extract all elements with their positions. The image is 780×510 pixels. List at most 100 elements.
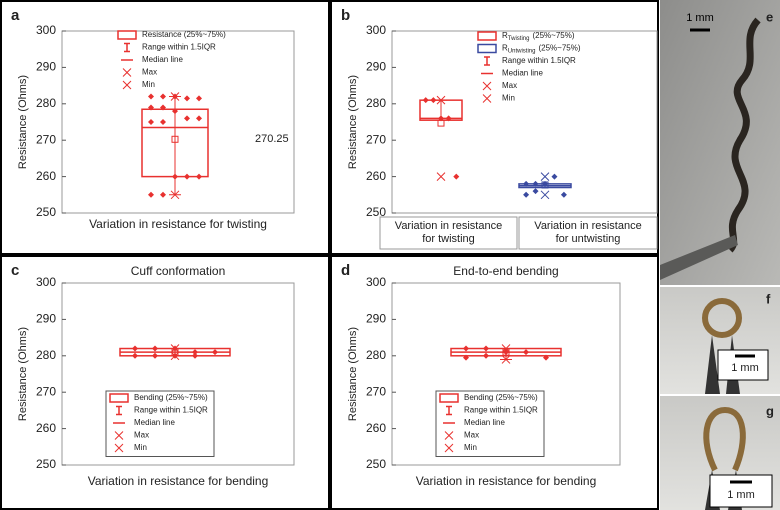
photo-g	[660, 396, 780, 510]
data-point	[160, 104, 166, 111]
panel-label: d	[341, 262, 350, 279]
legend-label: Range within 1.5IQR	[502, 56, 576, 65]
photo-e	[660, 0, 780, 285]
y-tick-label: 300	[366, 23, 386, 37]
data-point	[196, 173, 202, 180]
legend-label: Median line	[464, 418, 505, 427]
data-point	[523, 191, 530, 198]
y-axis-label: Resistance (Ohms)	[347, 327, 359, 421]
data-point	[542, 180, 548, 187]
legend-icon	[114, 443, 124, 453]
tweezers	[660, 235, 738, 280]
legend-text: Bending (25%~75%)	[464, 393, 538, 402]
x-axis-label: Variation in resistance for bending	[88, 474, 269, 488]
legend-label: Range within 1.5IQR	[134, 406, 208, 415]
x-tick-label: Variation in resistance	[534, 220, 641, 232]
data-point	[453, 173, 460, 180]
legend-label: Min	[142, 80, 155, 89]
min-marker	[170, 190, 180, 200]
legend-icon	[122, 68, 132, 77]
x-axis-label: Variation in resistance for twisting	[89, 217, 267, 231]
y-tick-label: 290	[36, 60, 56, 74]
legend-text: Bending (25%~75%)	[134, 393, 208, 402]
legend-label: Median line	[142, 55, 183, 64]
data-point	[560, 191, 567, 198]
y-tick-label: 290	[36, 312, 56, 326]
x-tick-label: for untwisting	[556, 233, 621, 245]
plot-area	[391, 30, 658, 214]
legend-label: Max	[502, 81, 517, 90]
legend-label: Min	[464, 443, 477, 452]
scale-label: 1 mm	[731, 362, 759, 374]
panel-label: f	[766, 291, 771, 306]
max-marker	[170, 344, 180, 353]
panel: a 250 260 270 280 290 300 Resistance (Ohms) Vari…	[0, 0, 330, 255]
legend-label: Range within 1.5IQR	[464, 406, 538, 415]
y-tick-label: 280	[36, 96, 56, 110]
y-tick-label: 290	[366, 60, 386, 74]
data-point	[463, 345, 469, 352]
panel-frame	[330, 0, 659, 255]
data-point	[430, 97, 437, 104]
photo-background	[660, 0, 780, 285]
category-box	[379, 216, 518, 250]
y-tick-label: 270	[366, 132, 386, 146]
y-tick-label: 250	[366, 205, 386, 219]
legend-label: Min	[502, 94, 515, 103]
x-tick-label: for twisting	[422, 233, 475, 245]
legend-text: Twisting	[508, 36, 530, 42]
legend-label: RTwisting (25%~75%)	[502, 31, 575, 41]
panel-label: g	[766, 403, 774, 418]
data-point	[483, 352, 489, 359]
annotation: 270.25	[255, 133, 289, 145]
data-point	[148, 104, 154, 111]
data-point	[196, 95, 202, 102]
data-point	[172, 173, 178, 180]
data-point	[184, 115, 190, 122]
legend-label: Resistance (25%~75%)	[142, 30, 226, 39]
y-tick-label: 290	[366, 312, 386, 326]
legend-label: Median line	[502, 69, 543, 78]
panel-label: c	[11, 262, 19, 279]
legend-icon	[484, 56, 490, 66]
data-point	[184, 173, 190, 180]
y-tick-label: 300	[366, 275, 386, 289]
y-tick-label: 260	[36, 169, 56, 183]
y-tick-label: 260	[366, 421, 386, 435]
legend-icon	[124, 42, 130, 53]
y-tick-label: 280	[366, 96, 386, 110]
panel-frame	[330, 255, 659, 510]
chart-title: End-to-end bending	[453, 264, 558, 278]
y-tick-label: 250	[366, 457, 386, 471]
y-tick-label: 300	[36, 23, 56, 37]
category-box	[518, 216, 658, 250]
legend-text: R	[502, 44, 508, 53]
panel: d End-to-end bending 250 260 270 280 290 300 Res…	[330, 255, 659, 510]
legend-icon	[122, 80, 132, 90]
max-marker	[501, 344, 511, 353]
chart-title: Cuff conformation	[131, 264, 226, 278]
max-marker	[170, 92, 180, 101]
plot-area	[61, 30, 295, 214]
data-point	[148, 93, 154, 100]
mean-marker	[171, 135, 179, 143]
panel: c Cuff conformation 250 260 270 280 290 300 Resi…	[0, 255, 330, 510]
data-point	[184, 95, 190, 102]
y-tick-label: 270	[36, 384, 56, 398]
legend-label: Bending (25%~75%)	[464, 393, 538, 402]
panel-label: e	[766, 9, 773, 24]
legend-icon	[116, 405, 122, 416]
legend-swatch	[109, 393, 129, 403]
data-point	[523, 349, 529, 356]
data-point	[196, 115, 202, 122]
data-point	[212, 349, 218, 356]
panel-frame	[0, 0, 330, 255]
x-tick-label: Variation in resistance	[395, 220, 502, 232]
legend-icon	[446, 405, 452, 416]
panel-frame	[0, 255, 330, 510]
data-point	[160, 119, 166, 125]
panel-label: a	[11, 7, 20, 24]
legend-label: Max	[142, 68, 157, 77]
y-tick-label: 300	[36, 275, 56, 289]
